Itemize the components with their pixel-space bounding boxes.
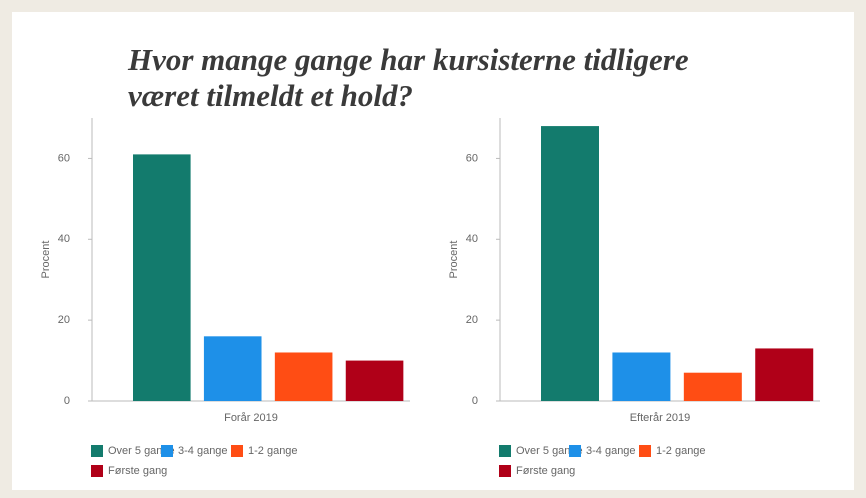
legend-label: 1-2 gange xyxy=(248,445,298,457)
y-tick-label: 20 xyxy=(58,314,70,326)
legend-swatch xyxy=(639,445,651,457)
legend-swatch xyxy=(161,445,173,457)
bar xyxy=(755,348,814,401)
legend-swatch xyxy=(569,445,581,457)
title-line: Hvor mange gange har kursisterne tidlige… xyxy=(127,42,689,77)
legend-swatch xyxy=(231,445,243,457)
y-tick-label: 20 xyxy=(466,314,478,326)
bar xyxy=(541,126,599,401)
y-tick-label: 40 xyxy=(58,233,70,245)
bar xyxy=(133,154,191,401)
bar xyxy=(612,352,671,401)
legend-swatch xyxy=(91,465,103,477)
legend-swatch xyxy=(499,465,511,477)
legend-label: Over 5 gange xyxy=(108,445,175,457)
bar xyxy=(683,372,742,401)
bar xyxy=(345,360,404,401)
y-axis-label: Procent xyxy=(40,241,52,279)
legend-label: Første gang xyxy=(108,465,167,477)
y-tick-label: 60 xyxy=(466,152,478,164)
legend-label: Over 5 gange xyxy=(516,445,583,457)
legend-label: Første gang xyxy=(516,465,575,477)
x-tick-label: Efterår 2019 xyxy=(630,412,691,424)
y-tick-label: 0 xyxy=(472,395,478,407)
legend-label: 1-2 gange xyxy=(656,445,706,457)
legend-label: 3-4 gange xyxy=(178,445,228,457)
legend-swatch xyxy=(91,445,103,457)
x-tick-label: Forår 2019 xyxy=(224,412,278,424)
y-axis-label: Procent xyxy=(448,241,460,279)
y-tick-label: 60 xyxy=(58,152,70,164)
bar xyxy=(274,352,333,401)
legend-label: 3-4 gange xyxy=(586,445,636,457)
y-tick-label: 40 xyxy=(466,233,478,245)
y-tick-label: 0 xyxy=(64,395,70,407)
chart-title: Hvor mange gange har kursisterne tidlige… xyxy=(127,42,689,113)
legend-swatch xyxy=(499,445,511,457)
bar xyxy=(203,336,262,401)
title-line: været tilmeldt et hold? xyxy=(128,78,413,113)
